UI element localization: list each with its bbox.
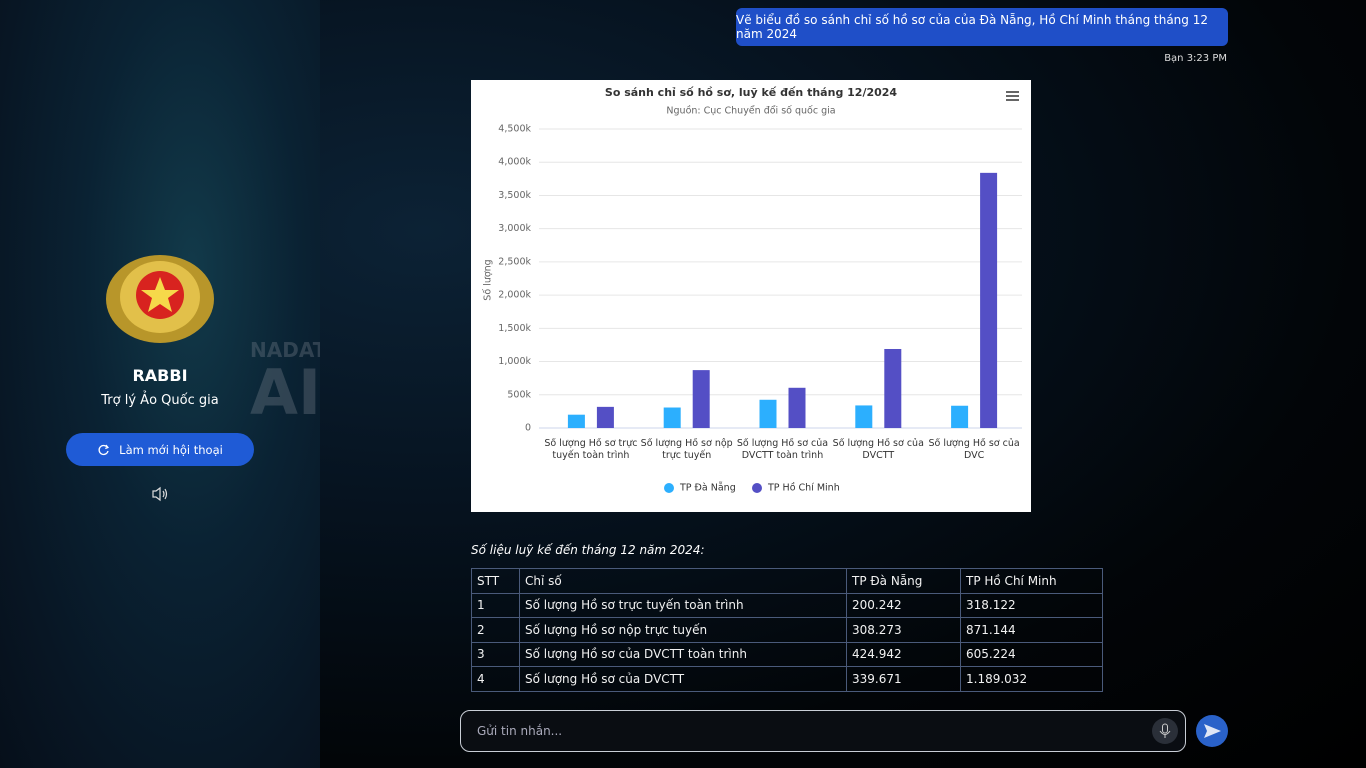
table-cell: Số lượng Hồ sơ của DVCTT	[519, 666, 847, 692]
table-cell: 1	[471, 592, 520, 618]
y-axis-label: Số lượng	[483, 259, 494, 300]
table-cell: 1.189.032	[960, 666, 1103, 692]
table-row: 3 Số lượng Hồ sơ của DVCTT toàn trình 424.…	[471, 641, 1103, 667]
y-tick-label: 3,000k	[498, 223, 531, 234]
legend-label: TP Đà Nẵng	[679, 483, 736, 494]
x-tick-label-box: Số lượng Hồ sơ của DVCTT	[832, 438, 924, 461]
bar	[788, 387, 806, 428]
table-cell: Số lượng Hồ sơ trực tuyến toàn trình	[519, 592, 847, 618]
table-cell: 339.671	[846, 666, 961, 692]
y-tick-label: 3,500k	[498, 190, 531, 201]
user-message: Vẽ biểu đồ so sánh chỉ số hồ sơ của của …	[736, 8, 1228, 46]
bar	[692, 370, 710, 428]
y-tick-label: 500k	[507, 389, 531, 400]
x-tick-label: Số lượng Hồ sơ trực tuyến toàn trình	[544, 438, 638, 461]
table-header: STT Chỉ số TP Đà Nẵng TP Hồ Chí Minh	[471, 568, 1103, 594]
x-tick-label: Số lượng Hồ sơ của DVCTT toàn trình	[736, 438, 829, 461]
x-tick-label: Số lượng Hồ sơ của DVC	[928, 438, 1020, 461]
background-text: AI	[250, 356, 322, 429]
x-tick-label-box: Số lượng Hồ sơ của DVC	[928, 438, 1020, 461]
chart-title: So sánh chỉ số hồ sơ, luỹ kế đến tháng 1…	[605, 86, 898, 99]
table-cell: 308.273	[846, 617, 961, 643]
send-button[interactable]	[1196, 715, 1228, 747]
refresh-icon	[98, 444, 110, 455]
x-tick-label-box: Số lượng Hồ sơ của DVCTT toàn trình	[736, 438, 829, 461]
table-cell: STT	[471, 568, 520, 594]
speaker-button[interactable]	[151, 486, 169, 502]
bot-name: RABBI	[132, 366, 188, 385]
chart-subtitle: Nguồn: Cục Chuyển đổi số quốc gia	[666, 106, 835, 117]
table-cell: Chỉ số	[519, 568, 847, 594]
legend-label: TP Hồ Chí Minh	[767, 483, 840, 494]
input-placeholder: Gửi tin nhắn...	[477, 724, 563, 738]
y-tick-label: 2,000k	[498, 290, 531, 301]
table-cell: 605.224	[960, 641, 1103, 667]
chart-card: So sánh chỉ số hồ sơ, luỹ kế đến tháng 1…	[471, 80, 1031, 512]
table-row: 4 Số lượng Hồ sơ của DVCTT 339.671 1.189.03…	[471, 666, 1103, 692]
data-table: STT Chỉ số TP Đà Nẵng TP Hồ Chí Minh 1 Số lượ…	[471, 568, 1103, 692]
y-tick-label: 4,500k	[498, 124, 531, 135]
table-caption: Số liệu luỹ kế đến tháng 12 năm 2024:	[471, 543, 705, 557]
bar	[855, 405, 873, 428]
chart-menu[interactable]	[1005, 90, 1021, 104]
message-input[interactable]: Gửi tin nhắn...	[460, 710, 1186, 752]
table-cell: Số lượng Hồ sơ của DVCTT toàn trình	[519, 641, 847, 667]
refresh-button[interactable]: Làm mới hội thoại	[66, 433, 254, 466]
y-tick-label: 2,500k	[498, 256, 531, 267]
legend-swatch	[664, 483, 674, 493]
table-cell: 200.242	[846, 592, 961, 618]
bar	[596, 406, 614, 428]
table-cell: TP Đà Nẵng	[846, 568, 961, 594]
x-tick-label-box: Số lượng Hồ sơ nộp trực tuyến	[640, 438, 733, 461]
chart: So sánh chỉ số hồ sơ, luỹ kế đến tháng 1…	[483, 86, 1022, 494]
table-cell: 2	[471, 617, 520, 643]
bar	[567, 414, 585, 428]
sidebar: NADAT AI RABBI Trợ lý Ảo Quốc gia Làm mớ…	[0, 0, 326, 768]
table-row: 1 Số lượng Hồ sơ trực tuyến toàn trình 200…	[471, 592, 1103, 618]
y-tick-label: 1,500k	[498, 323, 531, 334]
table-cell: 871.144	[960, 617, 1103, 643]
background-text: NADAT	[250, 338, 327, 362]
mic-button[interactable]	[1151, 717, 1179, 745]
bar	[663, 407, 681, 428]
x-tick-label: Số lượng Hồ sơ của DVCTT	[832, 438, 924, 461]
message-meta: Bạn 3:23 PM	[1164, 53, 1227, 64]
legend-swatch	[752, 483, 762, 493]
y-tick-label: 1,000k	[498, 356, 531, 367]
bot-subtitle: Trợ lý Ảo Quốc gia	[101, 393, 219, 408]
y-tick-label: 0	[525, 423, 531, 434]
logo	[106, 255, 214, 343]
x-tick-label: Số lượng Hồ sơ nộp trực tuyến	[640, 438, 733, 461]
bar	[951, 405, 969, 428]
bar	[980, 172, 998, 428]
bar	[884, 348, 902, 428]
table-cell: 4	[471, 666, 520, 692]
bar	[759, 399, 777, 428]
table-cell: 3	[471, 641, 520, 667]
table-cell: 424.942	[846, 641, 961, 667]
table-cell: TP Hồ Chí Minh	[960, 568, 1103, 594]
table-row: 2 Số lượng Hồ sơ nộp trực tuyến 308.273 871…	[471, 617, 1103, 643]
x-tick-label-box: Số lượng Hồ sơ trực tuyến toàn trình	[544, 438, 638, 461]
table-cell: 318.122	[960, 592, 1103, 618]
y-tick-label: 4,000k	[498, 157, 531, 168]
refresh-label: Làm mới hội thoại	[119, 442, 223, 457]
table-cell: Số lượng Hồ sơ nộp trực tuyến	[519, 617, 847, 643]
